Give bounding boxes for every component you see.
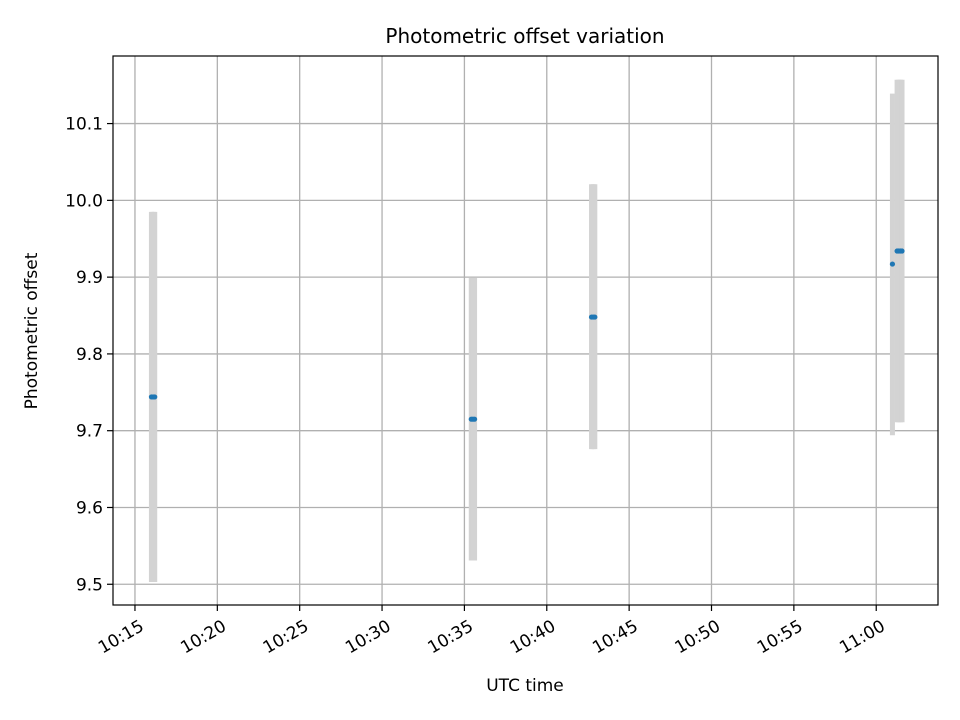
data-point	[889, 261, 896, 267]
y-tick-label: 9.7	[76, 422, 103, 442]
y-tick-label: 9.8	[76, 345, 103, 365]
data-points	[148, 248, 905, 422]
plot-area-frame	[112, 55, 939, 606]
chart-title: Photometric offset variation	[385, 24, 664, 48]
data-point	[592, 314, 598, 320]
y-axis-ticks: 9.5 9.6 9.7 9.8 9.9 10.0 10.1	[65, 115, 113, 595]
grid	[113, 56, 938, 605]
y-tick-label: 10.1	[65, 115, 103, 135]
data-point	[899, 248, 905, 254]
y-axis-label: Photometric offset	[22, 252, 42, 409]
y-tick-label: 9.9	[76, 268, 103, 288]
y-tick-label: 9.5	[76, 575, 103, 595]
data-point	[471, 416, 478, 422]
data-point	[152, 394, 158, 400]
y-tick-label: 9.6	[76, 498, 103, 518]
x-axis-label: UTC time	[486, 676, 564, 696]
y-tick-label: 10.0	[65, 191, 103, 211]
